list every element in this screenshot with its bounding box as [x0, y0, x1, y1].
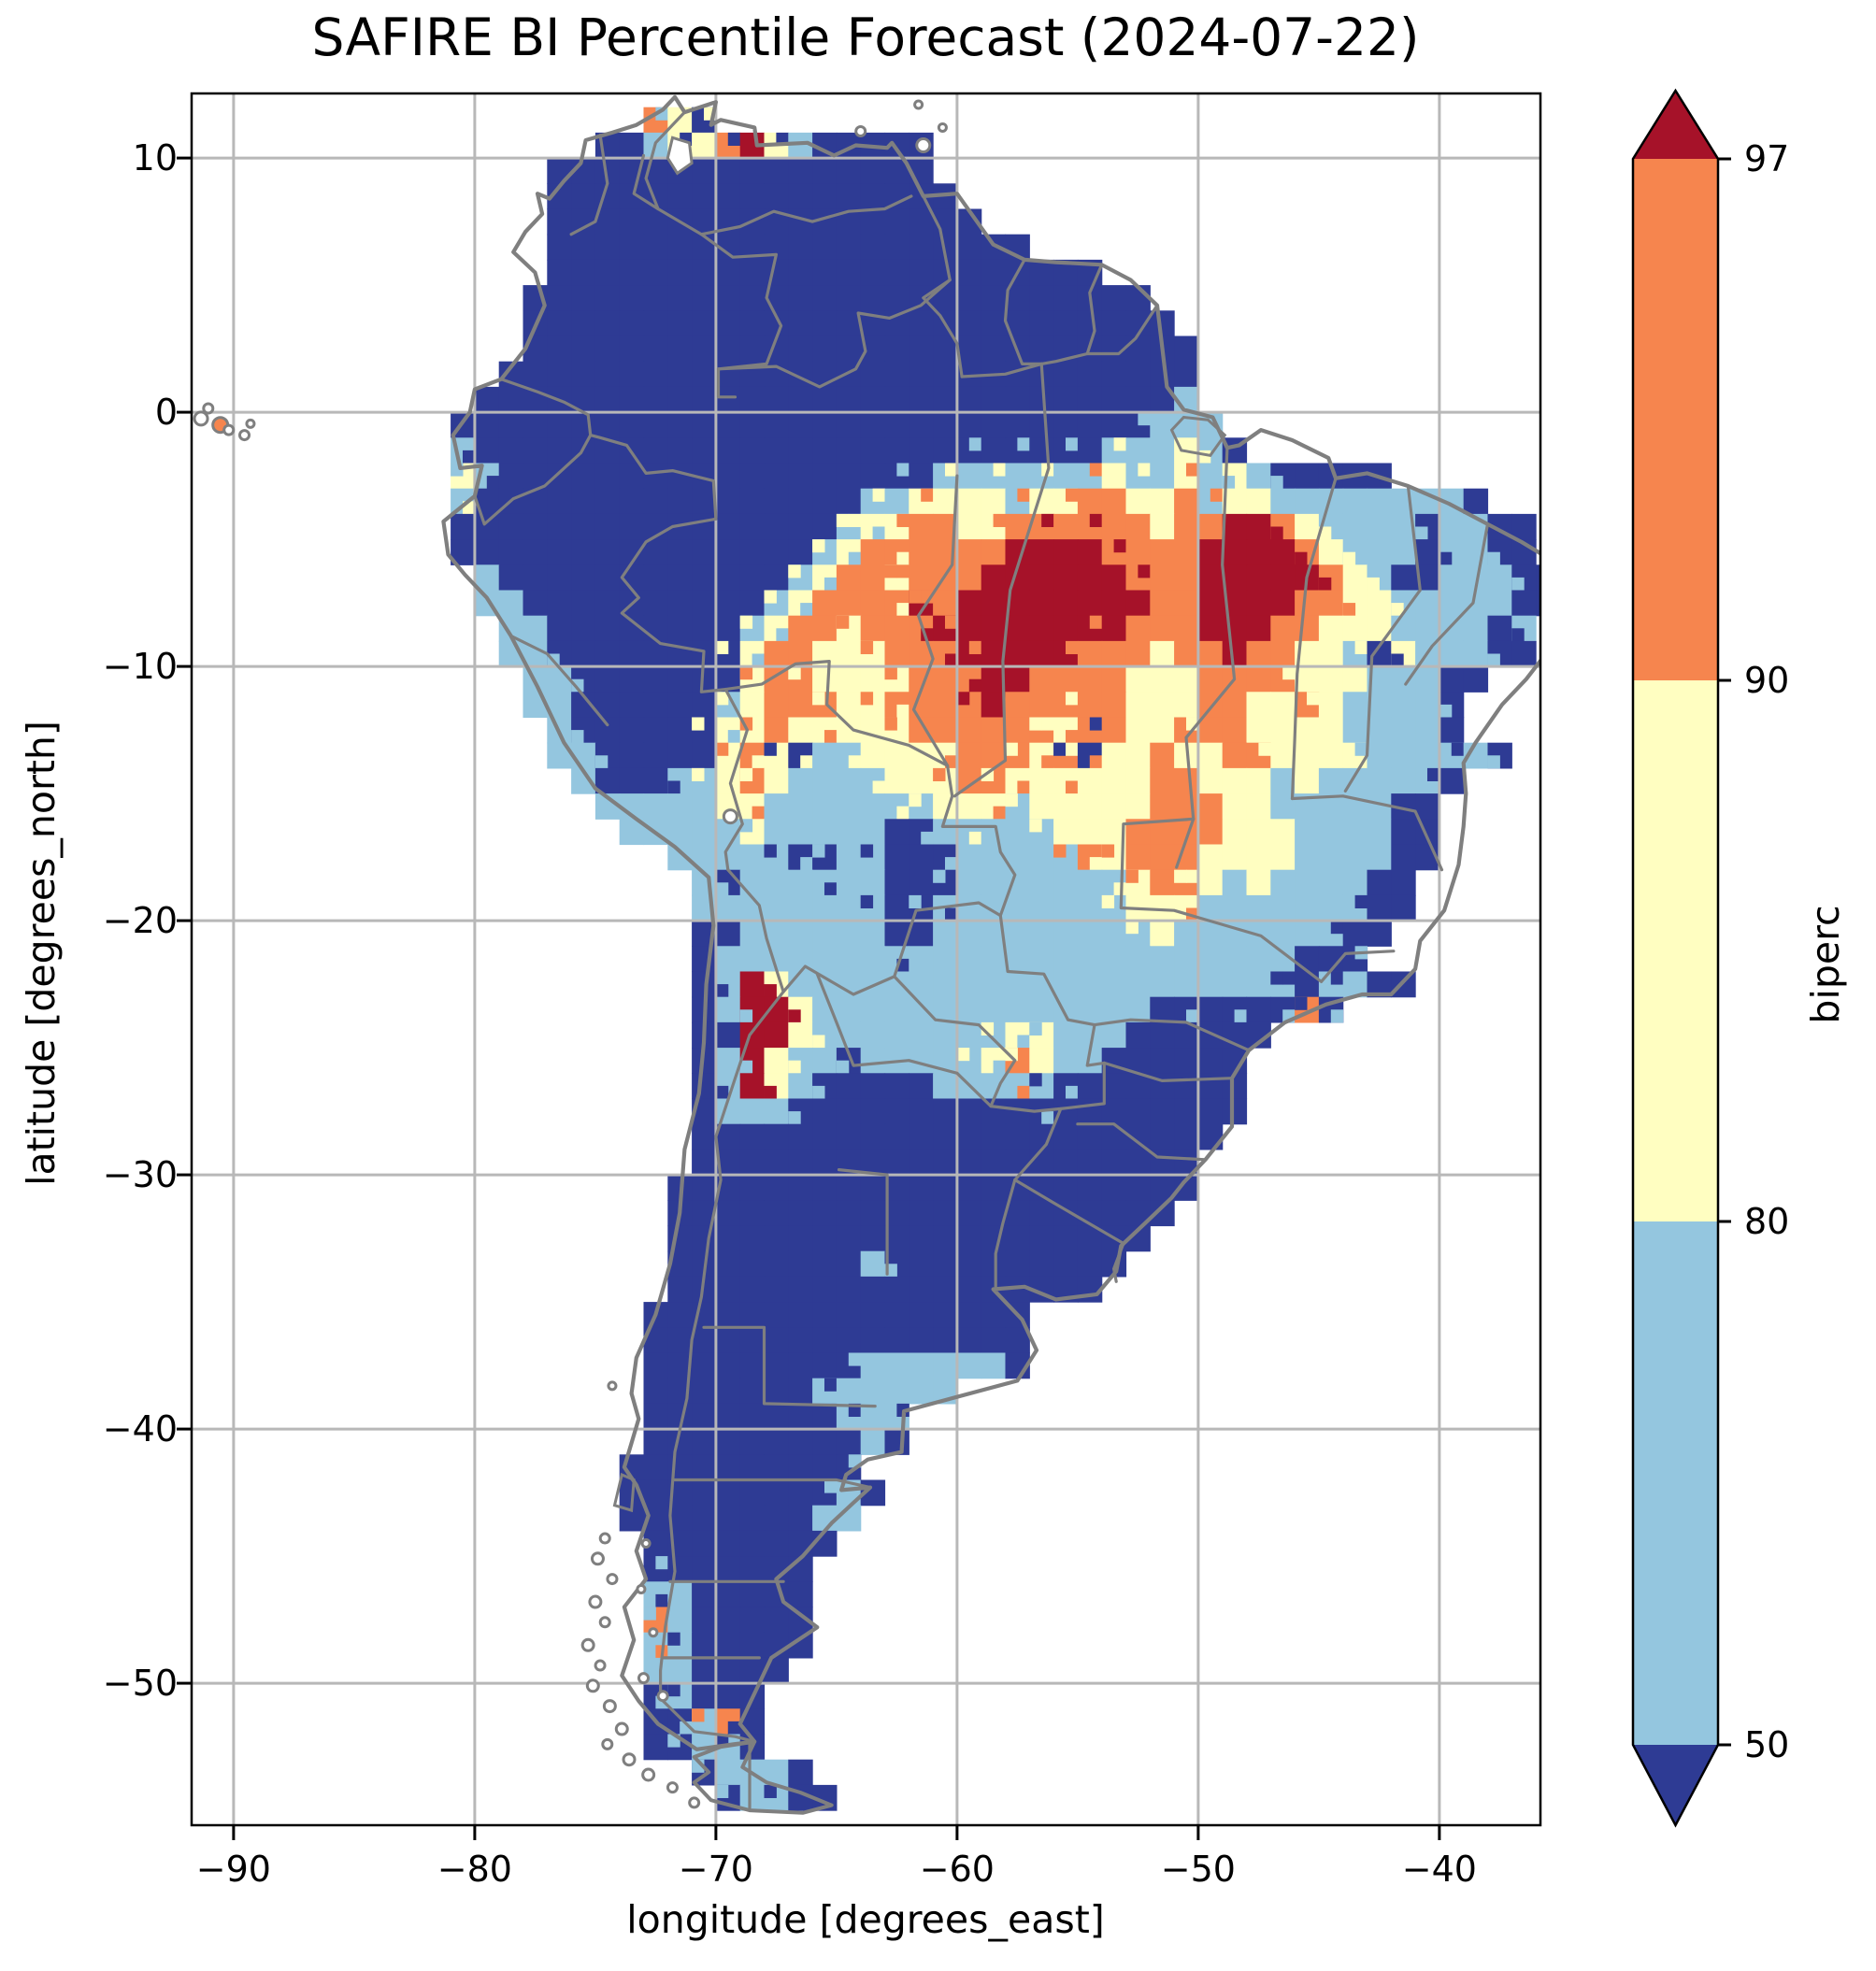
x-tick-label: −50 [1160, 1849, 1236, 1890]
mocha-island [607, 1380, 618, 1392]
galapagos-island [202, 402, 215, 415]
fjord-island [666, 1781, 679, 1794]
tobago-island [937, 121, 948, 133]
colorbar-segment-80-90 [1633, 680, 1718, 1221]
fjord-island [588, 1594, 603, 1609]
fjord-island [656, 1690, 669, 1703]
fjord-island [590, 1551, 605, 1566]
fjord-island [585, 1678, 600, 1693]
galapagos-island [245, 418, 256, 429]
fjord-island [641, 1767, 656, 1782]
x-tick-label: −60 [919, 1849, 995, 1890]
y-tick-label: −40 [102, 1408, 178, 1450]
raster-cells [451, 107, 1540, 1811]
colorbar-tick-label: 80 [1744, 1201, 1790, 1242]
fjord-island [637, 1672, 650, 1685]
margarita-island [854, 125, 867, 138]
fjord-island [688, 1796, 701, 1809]
plot-frame [190, 92, 1542, 1827]
x-axis-label: longitude [degrees_east] [626, 1897, 1105, 1942]
colorbar-label: biperc [1803, 905, 1848, 1024]
fjord-island [606, 1573, 619, 1586]
colorbar-segment-50-80 [1633, 1221, 1718, 1745]
chart-title: SAFIRE BI Percentile Forecast (2024-07-2… [311, 7, 1420, 67]
fjord-island [601, 1737, 614, 1750]
titicaca-island [722, 808, 738, 825]
y-tick-label: −30 [102, 1154, 178, 1196]
colorbar-tick-label: 90 [1744, 660, 1790, 701]
x-tick-label: −90 [195, 1849, 271, 1890]
fjord-island [636, 1583, 647, 1594]
y-tick-label: −20 [102, 900, 178, 942]
colorbar-tick-label: 50 [1744, 1724, 1790, 1765]
colorbar-over-arrow [1633, 91, 1718, 159]
fjord-island [622, 1752, 637, 1767]
x-tick-label: −80 [437, 1849, 512, 1890]
galapagos-island [222, 423, 236, 436]
x-tick-label: −70 [678, 1849, 753, 1890]
y-tick-label: 10 [132, 137, 178, 179]
tick-marks [177, 156, 1441, 1840]
x-tick-label: −40 [1401, 1849, 1477, 1890]
coastline [193, 94, 1540, 1815]
y-tick-label: 0 [154, 392, 178, 434]
trinidad-island [915, 136, 932, 153]
galapagos-island [238, 429, 251, 442]
y-tick-label: −10 [102, 646, 178, 688]
colorbar [1631, 88, 1731, 1828]
marajo-island [1169, 415, 1227, 457]
colorbar-under-arrow [1633, 1745, 1718, 1825]
galapagos-island [193, 410, 209, 427]
grenada-island [913, 99, 924, 110]
fjord-island [614, 1721, 629, 1736]
y-axis-label: latitude [degrees_north] [19, 721, 64, 1186]
gridlines [192, 93, 1540, 1825]
y-tick-label: −50 [102, 1663, 178, 1705]
map-area [192, 93, 1540, 1825]
fjord-island [598, 1532, 611, 1545]
fjord-island [580, 1637, 595, 1652]
fjord-island [602, 1699, 617, 1714]
fjord-island [648, 1627, 659, 1638]
fjord-island [640, 1537, 652, 1549]
colorbar-tick-label: 97 [1744, 138, 1790, 179]
lake-maracaibo [666, 136, 694, 176]
fjord-island [594, 1659, 607, 1672]
fjord-island [598, 1616, 611, 1629]
colorbar-segment-90-97 [1633, 159, 1718, 680]
admin-borders [473, 110, 1490, 1810]
